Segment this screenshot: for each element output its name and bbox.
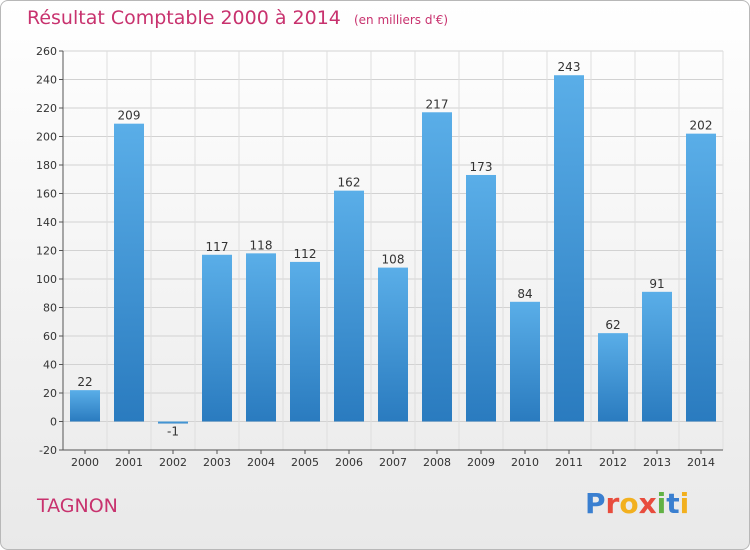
data-label: 217 xyxy=(426,97,449,111)
y-tick-label: 200 xyxy=(36,131,57,144)
data-label: 243 xyxy=(558,60,581,74)
bar xyxy=(158,421,188,424)
title-line: Résultat Comptable 2000 à 2014 (en milli… xyxy=(27,7,448,29)
bar xyxy=(334,190,364,422)
logo-letter: x xyxy=(638,487,657,520)
x-tick-label: 2001 xyxy=(115,456,143,469)
x-tick-label: 2000 xyxy=(71,456,99,469)
data-label: 91 xyxy=(649,277,664,291)
chart-title: Résultat Comptable 2000 à 2014 xyxy=(27,7,341,29)
bar xyxy=(466,174,496,422)
data-label: 117 xyxy=(206,240,229,254)
bar xyxy=(598,333,628,422)
bar xyxy=(202,254,232,422)
y-tick-label: 180 xyxy=(36,159,57,172)
logo-letter: t xyxy=(666,487,680,520)
y-tick-label: 140 xyxy=(36,216,57,229)
logo-letter: P xyxy=(585,487,606,520)
logo-letter: i xyxy=(679,487,690,520)
x-tick-label: 2005 xyxy=(291,456,319,469)
y-tick-label: -20 xyxy=(39,444,57,457)
x-tick-label: 2002 xyxy=(159,456,187,469)
chart-subtitle: (en milliers d'€) xyxy=(353,13,449,27)
proxiti-logo: Proxiti xyxy=(585,487,689,520)
data-label: 209 xyxy=(118,109,141,123)
logo-letter: o xyxy=(619,487,639,520)
data-label: -1 xyxy=(167,425,179,439)
bar xyxy=(114,123,144,422)
y-tick-label: 100 xyxy=(36,273,57,286)
y-tick-label: 160 xyxy=(36,188,57,201)
y-tick-label: 40 xyxy=(43,359,57,372)
bar xyxy=(422,112,452,422)
bar xyxy=(290,261,320,422)
data-label: 108 xyxy=(382,253,405,267)
x-tick-label: 2013 xyxy=(643,456,671,469)
y-tick-label: 120 xyxy=(36,245,57,258)
x-tick-label: 2014 xyxy=(687,456,715,469)
bar xyxy=(554,75,584,422)
data-label: 173 xyxy=(470,160,493,174)
x-tick-label: 2009 xyxy=(467,456,495,469)
x-tick-label: 2008 xyxy=(423,456,451,469)
y-tick-label: 0 xyxy=(50,416,57,429)
x-tick-label: 2010 xyxy=(511,456,539,469)
y-tick-label: 80 xyxy=(43,302,57,315)
x-tick-label: 2007 xyxy=(379,456,407,469)
data-label: 62 xyxy=(605,318,620,332)
data-label: 202 xyxy=(690,119,713,133)
y-tick-label: 240 xyxy=(36,74,57,87)
bar xyxy=(642,291,672,422)
y-tick-label: 20 xyxy=(43,387,57,400)
y-tick-label: 60 xyxy=(43,330,57,343)
y-tick-label: 260 xyxy=(36,45,57,58)
x-tick-label: 2003 xyxy=(203,456,231,469)
x-tick-label: 2011 xyxy=(555,456,583,469)
bars xyxy=(70,75,716,424)
axes: -20 0 20 40 60 80 100 120 140 160 180 200 220 240 260 2… xyxy=(36,45,723,469)
logo-letter: r xyxy=(605,487,620,520)
commune-name: TAGNON xyxy=(37,495,118,517)
data-label: 112 xyxy=(294,247,317,261)
x-tick-label: 2006 xyxy=(335,456,363,469)
x-tick-label: 2004 xyxy=(247,456,275,469)
data-label: 118 xyxy=(250,238,273,252)
data-labels: 22 209 -1 117 118 112 162 108 217 173 84 243 62 91 202 xyxy=(77,60,712,438)
bar xyxy=(686,133,716,422)
data-label: 84 xyxy=(517,287,532,301)
data-label: 162 xyxy=(338,176,361,190)
bar xyxy=(378,267,408,422)
logo-letter: i xyxy=(656,487,667,520)
x-tick-label: 2012 xyxy=(599,456,627,469)
bar xyxy=(246,253,276,422)
bar xyxy=(70,390,100,422)
y-tick-label: 220 xyxy=(36,102,57,115)
data-label: 22 xyxy=(77,375,92,389)
bar xyxy=(510,301,540,422)
